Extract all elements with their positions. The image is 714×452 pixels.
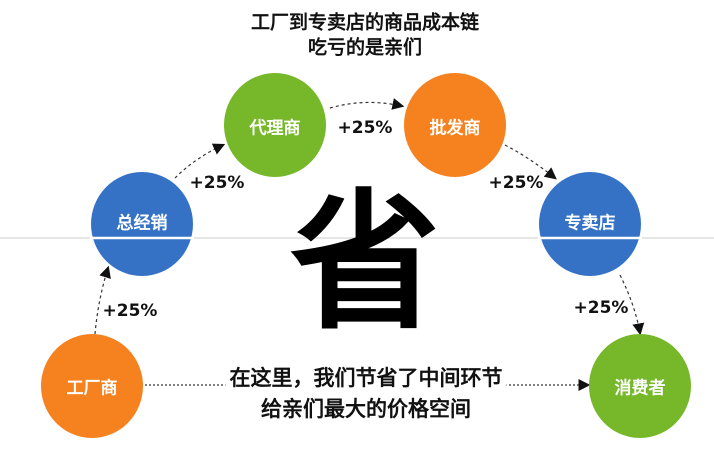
node-label-store: 专卖店 [564,213,616,234]
markup-label-3: +25% [337,118,393,138]
arrow-agent-to-wholesaler [329,98,405,110]
note-line-1: 在这里，我们节省了中间环节 [225,362,507,392]
node-label-agent: 代理商 [249,118,301,139]
node-circle-wholesaler [404,73,506,177]
node-label-distributor: 总经销 [116,213,168,234]
arrow-store-to-consumer [619,274,645,336]
arrow-factory-to-distributor [94,265,111,335]
save-character: 省 [289,176,441,351]
title-line-2: 吃亏的是亲们 [307,36,423,59]
markup-label-4: +25% [488,173,544,193]
node-circle-factory [41,334,143,438]
title-line-1: 工厂到专卖店的商品成本链 [250,11,480,34]
markup-label-1: +25% [102,301,158,321]
note-line-2: 给亲们最大的价格空间 [261,397,471,421]
markup-label-5: +25% [573,298,629,318]
node-circle-consumer [589,334,691,438]
node-label-factory: 工厂商 [66,378,118,399]
node-circle-agent [224,73,326,177]
node-label-consumer: 消费者 [614,378,666,399]
node-label-wholesaler: 批发商 [429,118,481,139]
node-circle-store [539,172,641,276]
node-circle-distributor [91,172,193,276]
markup-label-2: +25% [189,173,245,193]
arrow-wholesaler-to-store [504,144,557,180]
